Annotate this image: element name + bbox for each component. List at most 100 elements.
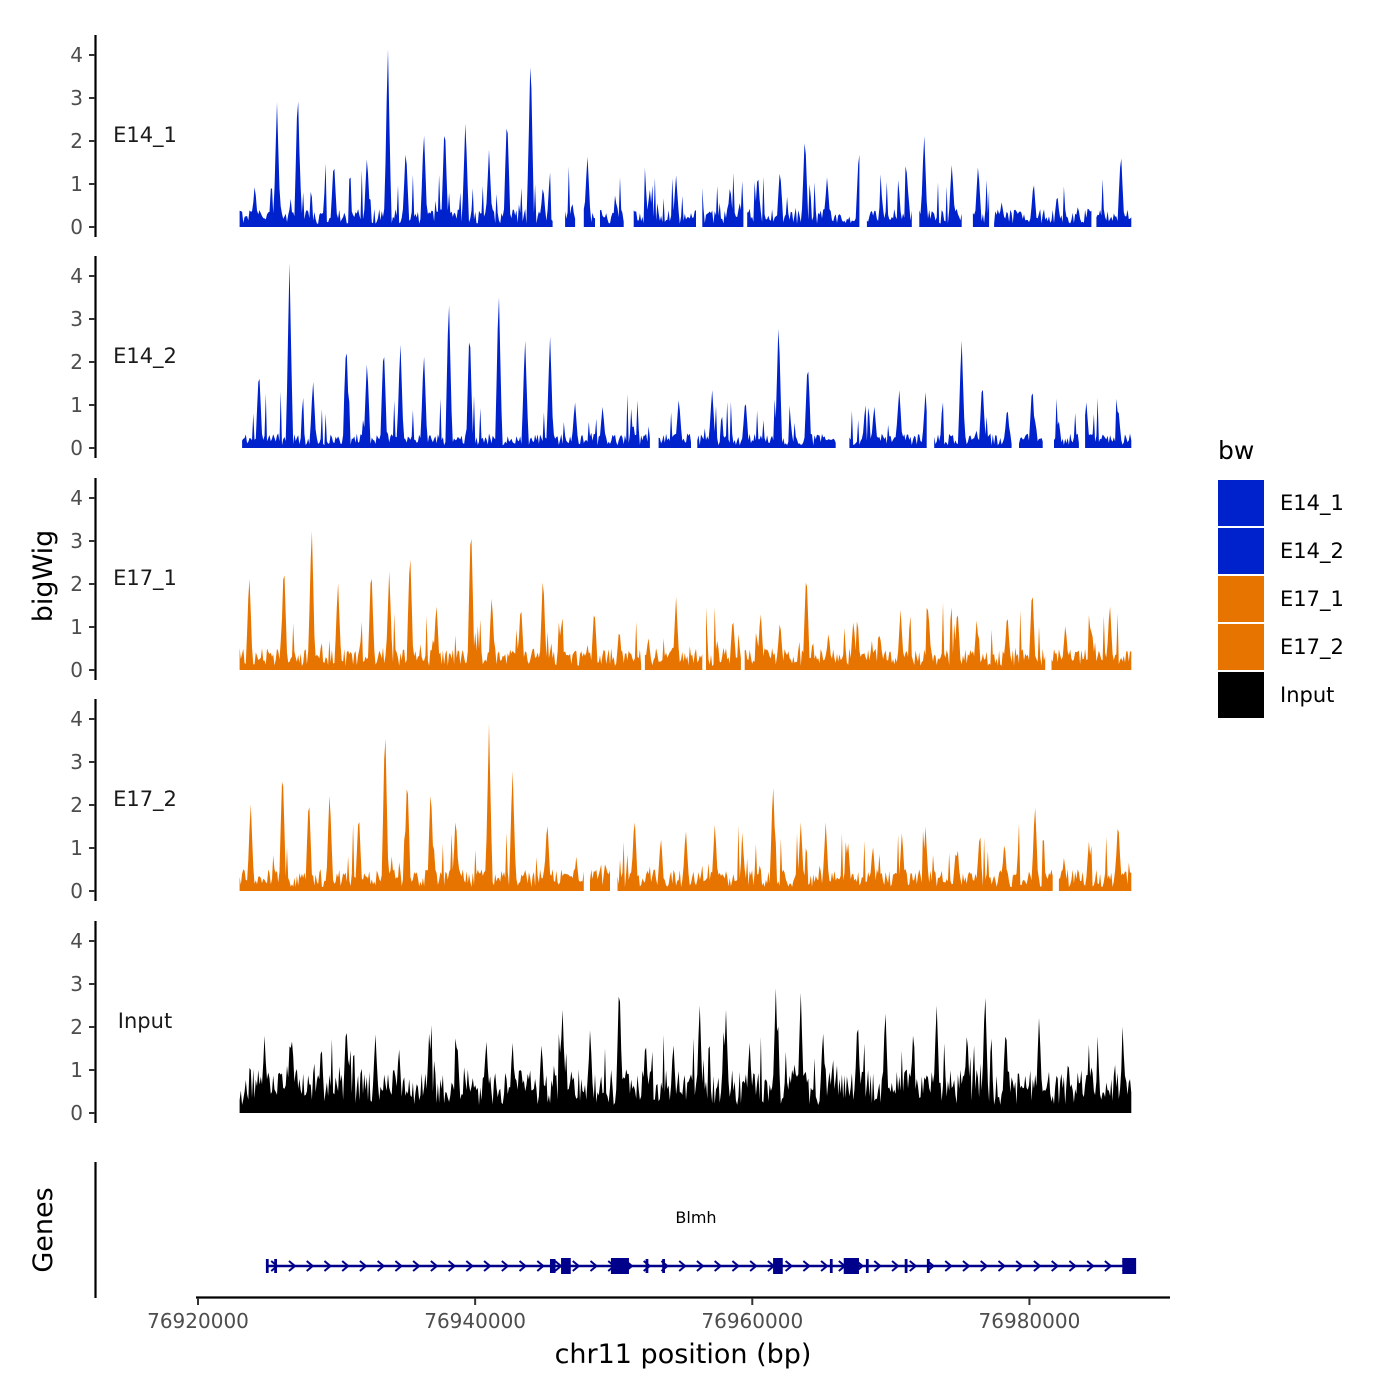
signal-area-E14_2: [697, 328, 836, 448]
track-label: Input: [118, 1009, 172, 1033]
y-tick-label: 1: [70, 615, 83, 639]
y-tick-label: 1: [70, 393, 83, 417]
y-tick-label: 3: [70, 86, 83, 110]
y-tick-label: 2: [70, 129, 83, 153]
y-tick-label: 3: [70, 750, 83, 774]
strand-arrow: [891, 1260, 900, 1272]
strand-arrow: [1068, 1260, 1077, 1272]
y-tick-label: 0: [70, 879, 83, 903]
gene-exon: [561, 1258, 571, 1274]
y-tick-label: 0: [70, 436, 83, 460]
signal-area-E14_2: [1054, 398, 1079, 448]
track-label: E17_1: [113, 566, 177, 591]
strand-arrow: [270, 1260, 279, 1272]
signal-area-E14_2: [658, 400, 691, 448]
legend-entry-label: E14_1: [1280, 491, 1344, 516]
track-E14_2: 0 1 2 3 4 E14_2: [70, 256, 1132, 460]
y-tick-label: 0: [70, 1101, 83, 1125]
track-Input: 0 1 2 3 4 Input: [70, 921, 1132, 1125]
strand-arrow: [820, 1260, 829, 1272]
strand-arrow: [944, 1260, 953, 1272]
strand-arrow: [714, 1260, 723, 1272]
y-tick-label: 3: [70, 529, 83, 553]
strand-arrow: [1104, 1260, 1113, 1272]
signal-area-E14_1: [919, 136, 962, 227]
genes-track: Genes Blmh: [28, 1162, 1137, 1298]
gene-exon: [662, 1259, 665, 1273]
signal-area-E17_2: [1058, 829, 1132, 891]
strand-arrow: [589, 1260, 599, 1272]
gene-label: Blmh: [675, 1208, 716, 1227]
y-tick-label: 3: [70, 307, 83, 331]
gene-exon: [926, 1259, 930, 1273]
strand-arrow: [678, 1260, 687, 1272]
signal-area-E17_1: [644, 596, 703, 670]
y-tick-label: 4: [70, 707, 83, 731]
gene-exon: [549, 1259, 556, 1273]
signal-area-E17_1: [706, 606, 741, 670]
strand-arrow: [749, 1260, 758, 1272]
signal-area-E17_2: [239, 723, 584, 891]
signal-area-E14_1: [972, 167, 990, 227]
strand-arrow: [447, 1260, 457, 1272]
y-tick-label: 4: [70, 486, 83, 510]
track-E17_1: 0 1 2 3 4 E17_1: [70, 478, 1132, 682]
strand-arrow: [359, 1260, 368, 1272]
track-E14_1: 0 1 2 3 4 E14_1: [70, 35, 1132, 239]
legend-entry-label: E17_2: [1280, 635, 1344, 660]
legend-title: bw: [1218, 436, 1254, 465]
x-axis: 76920000 76940000 76960000 76980000: [147, 1296, 1170, 1333]
x-tick-label: 76960000: [701, 1309, 803, 1333]
strand-arrow: [873, 1260, 882, 1272]
strand-arrow: [554, 1260, 563, 1272]
signal-area-E14_2: [934, 340, 1012, 448]
signal-area-E14_2: [849, 390, 927, 448]
strand-arrow: [430, 1260, 439, 1272]
signal-area-E17_2: [590, 864, 610, 891]
signal-area-E14_2: [242, 263, 650, 448]
signal-area-E14_1: [702, 173, 744, 227]
y-tick-label: 0: [70, 658, 83, 682]
strand-arrow: [341, 1260, 350, 1272]
strand-arrow: [288, 1260, 297, 1272]
gene-exon: [265, 1259, 269, 1273]
gene-exon: [645, 1259, 649, 1273]
legend-entry-label: E14_2: [1280, 539, 1344, 564]
y-axis-title: bigWig: [28, 530, 59, 623]
y-tick-label: 1: [70, 836, 83, 860]
strand-arrow: [394, 1260, 403, 1272]
genes-track-title: Genes: [28, 1187, 59, 1272]
legend-swatch: [1218, 672, 1264, 718]
gene-exon: [610, 1258, 629, 1274]
strand-arrow: [696, 1260, 705, 1272]
signal-area-E14_1: [600, 177, 624, 227]
strand-arrow: [536, 1260, 545, 1272]
x-tick-label: 76940000: [424, 1309, 526, 1333]
signal-area-E14_2: [1085, 397, 1132, 448]
strand-arrow: [1086, 1260, 1095, 1272]
signal-area-E14_1: [565, 166, 576, 227]
gene-exon: [773, 1258, 783, 1274]
strand-arrow: [1033, 1260, 1042, 1272]
y-tick-label: 4: [70, 43, 83, 67]
legend: bw E14_1 E14_2 E17_1 E17_2 Input: [1218, 436, 1344, 718]
y-tick-label: 1: [70, 172, 83, 196]
gene-exon: [829, 1259, 833, 1273]
signal-area-E17_1: [239, 531, 642, 670]
y-tick-label: 4: [70, 264, 83, 288]
legend-swatch: [1218, 480, 1264, 526]
strand-arrow: [483, 1260, 492, 1272]
signal-area-Input: [239, 988, 1132, 1113]
signal-area-E14_1: [994, 185, 1092, 227]
x-tick-label: 76980000: [979, 1309, 1081, 1333]
track-E17_2: 0 1 2 3 4 E17_2: [70, 699, 1132, 903]
y-tick-label: 2: [70, 793, 83, 817]
y-tick-label: 2: [70, 350, 83, 374]
track-label: E17_2: [113, 787, 177, 812]
strand-arrow: [376, 1260, 386, 1272]
strand-arrow: [518, 1260, 528, 1272]
legend-swatch: [1218, 528, 1264, 574]
legend-swatch: [1218, 624, 1264, 670]
x-tick-label: 76920000: [147, 1309, 249, 1333]
